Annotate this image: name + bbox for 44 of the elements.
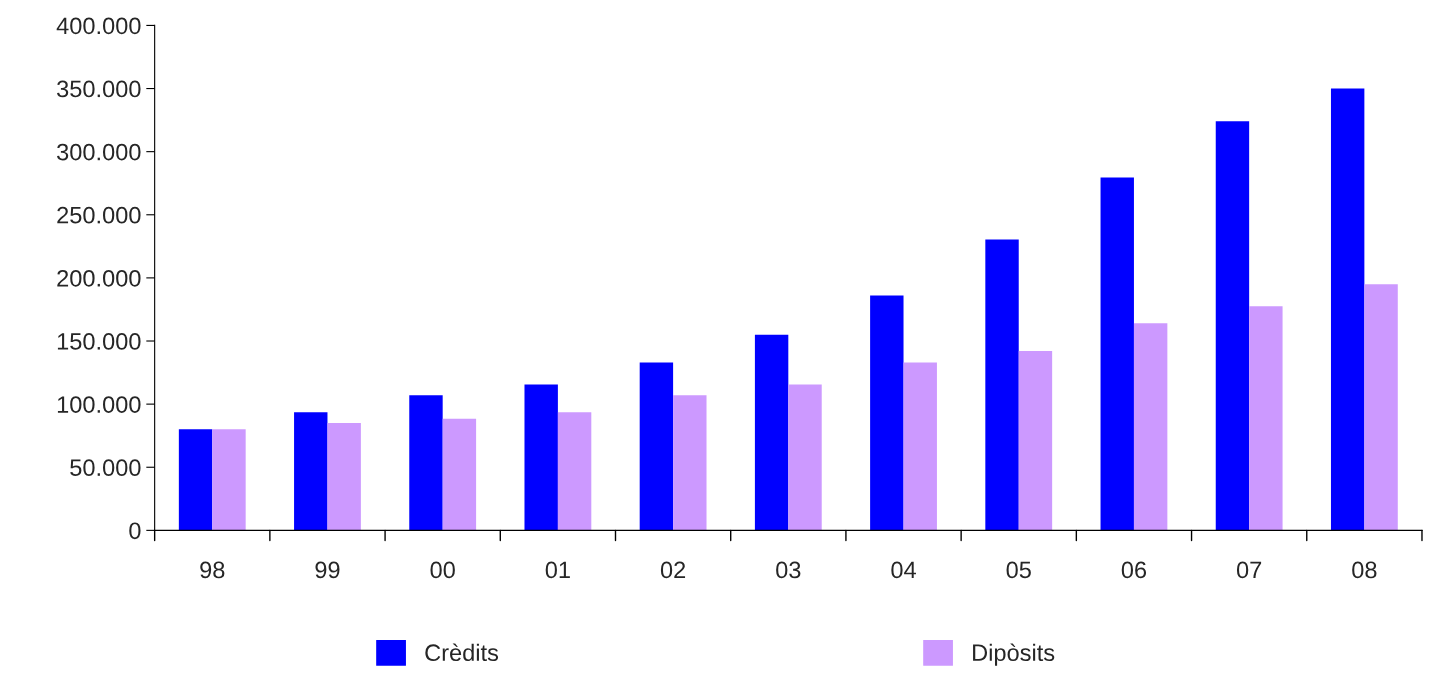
y-tick-label: 50.000 [70,459,141,477]
bar [870,295,904,531]
legend-label: Crèdits [425,643,499,662]
bar [1330,88,1365,531]
x-tick-label: 05 [1006,561,1031,579]
bar [788,384,822,531]
y-tick-label: 400.000 [56,17,141,35]
bar [639,362,674,531]
x-tick-label: 02 [660,561,686,579]
bar [1249,306,1283,531]
x-tick-label: 07 [1236,561,1262,579]
bar [985,239,1019,531]
x-tick-label: 08 [1352,561,1377,579]
x-tick-label: 03 [776,561,801,579]
bar [294,412,328,531]
bar [557,412,592,531]
bar [1364,284,1398,531]
x-tick-label: 04 [891,561,916,579]
bar [1100,177,1134,531]
bar [409,395,443,531]
x-tick-label: 98 [200,561,225,579]
bar [524,384,558,531]
y-tick-label: 0 [129,522,141,540]
y-tick-label: 350.000 [57,80,141,98]
bar [212,429,246,531]
bar [1018,351,1053,531]
y-tick-label: 200.000 [57,269,141,287]
bar [673,395,707,531]
x-tick-label: 06 [1121,561,1147,579]
y-tick-label: 100.000 [57,396,141,413]
bar [1133,323,1168,531]
y-tick-label: 300.000 [57,143,141,161]
bar [442,418,477,531]
y-tick-label: 250.000 [57,206,141,224]
bar [903,362,937,531]
y-tick-label: 150.000 [57,333,141,350]
legend-label: Dipòsits [973,643,1055,666]
bar [327,423,361,531]
x-tick-label: 99 [315,561,340,579]
bar [1215,121,1250,531]
bar [178,429,213,531]
bar [754,334,789,531]
x-tick-label: 00 [430,561,455,579]
x-tick-label: 01 [545,561,570,579]
